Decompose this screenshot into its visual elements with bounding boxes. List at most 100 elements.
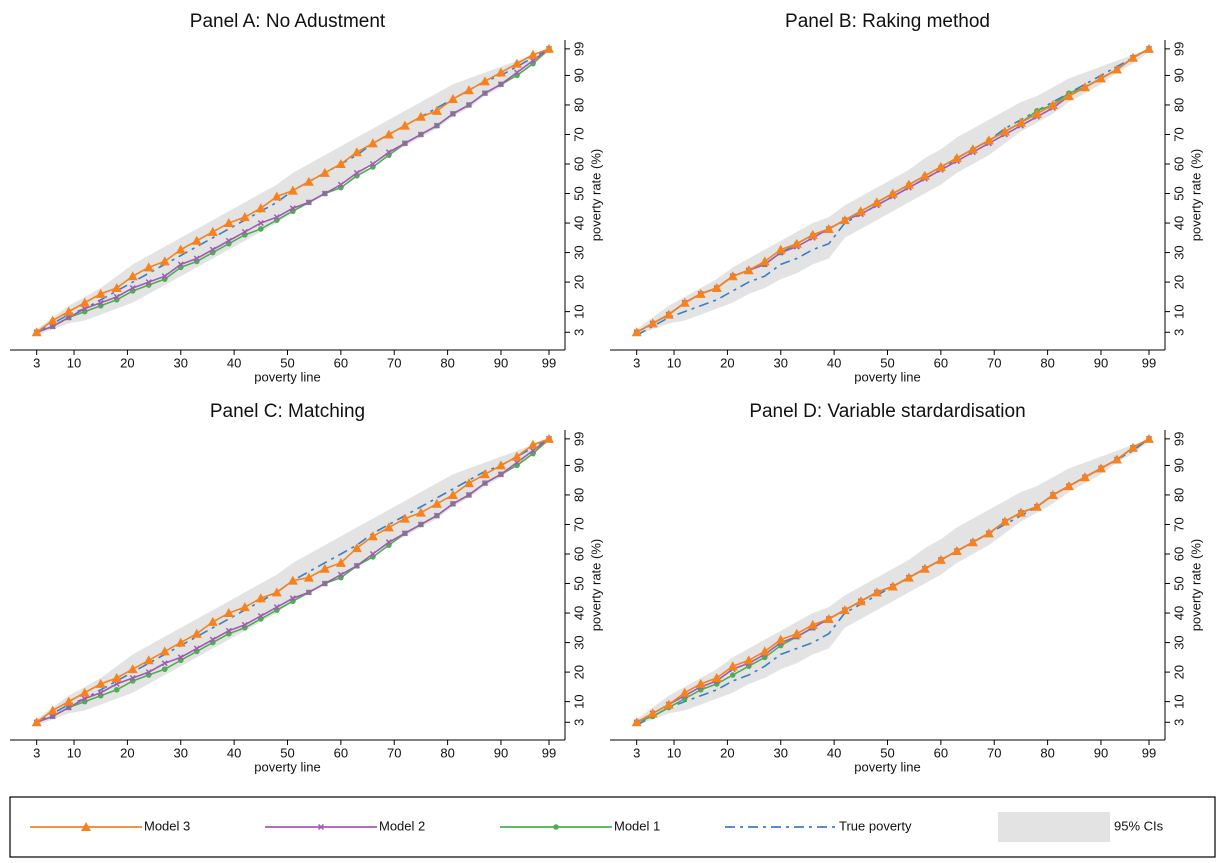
marker-triangle	[919, 563, 930, 573]
marker-triangle	[631, 327, 642, 337]
marker-triangle	[983, 135, 994, 145]
marker-triangle	[1031, 501, 1042, 511]
marker-cross	[321, 190, 328, 197]
marker-cross	[113, 680, 120, 687]
y-tick-label: 40	[571, 606, 586, 620]
marker-triangle	[951, 546, 962, 556]
x-tick-label: 80	[440, 355, 454, 370]
y-tick-label: 90	[1171, 68, 1186, 82]
y-tick-label: 30	[1171, 245, 1186, 259]
marker-cross	[289, 205, 296, 212]
marker-cross	[433, 512, 440, 519]
y-tick-label: 50	[1171, 186, 1186, 200]
y-tick-label: 10	[1171, 304, 1186, 318]
marker-triangle	[807, 229, 818, 239]
marker-triangle	[335, 557, 346, 567]
x-tick-label: 70	[987, 355, 1001, 370]
marker-triangle	[447, 489, 458, 499]
marker-triangle	[63, 696, 74, 706]
y-tick-label: 90	[571, 68, 586, 82]
y-tick-label: 80	[1171, 488, 1186, 502]
marker-triangle	[351, 543, 362, 553]
y-tick-label: 90	[571, 458, 586, 472]
marker-triangle	[463, 478, 474, 488]
marker-cross	[289, 595, 296, 602]
marker-triangle	[935, 161, 946, 171]
x-axis-label: poverty line	[854, 369, 920, 384]
marker-triangle	[159, 256, 170, 266]
marker-triangle	[207, 226, 218, 236]
y-tick-label: 40	[1171, 606, 1186, 620]
y-tick-label: 99	[1171, 432, 1186, 446]
marker-cross	[145, 279, 152, 286]
marker-triangle	[527, 439, 538, 449]
marker-triangle	[1143, 433, 1154, 443]
x-axis-label: poverty line	[254, 759, 320, 774]
marker-cross	[305, 199, 312, 206]
marker-cross	[65, 704, 72, 711]
marker-triangle	[999, 516, 1010, 526]
marker-triangle	[1063, 91, 1074, 101]
marker-triangle	[887, 581, 898, 591]
marker-triangle	[431, 498, 442, 508]
x-tick-label: 30	[774, 745, 788, 760]
marker-triangle	[711, 673, 722, 682]
x-axis-label: poverty line	[854, 759, 920, 774]
x-tick-label: 40	[827, 745, 841, 760]
marker-triangle	[111, 673, 122, 682]
marker-cross	[257, 220, 264, 227]
marker-triangle	[999, 126, 1010, 136]
marker-cross	[369, 160, 376, 168]
y-axis-label: poverty rate (%)	[1188, 539, 1203, 631]
marker-triangle	[1127, 442, 1138, 452]
marker-cross	[241, 621, 248, 628]
marker-triangle	[951, 153, 962, 163]
x-tick-label: 70	[387, 745, 401, 760]
marker-triangle	[175, 244, 186, 254]
marker-triangle	[447, 94, 458, 104]
x-tick-label: 80	[1040, 745, 1054, 760]
x-tick-label: 90	[494, 355, 508, 370]
x-tick-label: 20	[720, 355, 734, 370]
marker-triangle	[383, 522, 394, 532]
marker-triangle	[1143, 43, 1154, 53]
y-tick-label: 10	[571, 304, 586, 318]
marker-triangle	[463, 85, 474, 95]
marker-cross	[209, 246, 216, 253]
legend-label: 95% CIs	[1114, 818, 1164, 833]
marker-triangle	[271, 587, 282, 597]
marker-triangle	[239, 212, 250, 222]
marker-cross	[177, 261, 184, 268]
marker-cross	[337, 571, 344, 578]
marker-triangle	[95, 678, 106, 688]
panel-title: Panel C: Matching	[210, 401, 365, 422]
marker-triangle	[807, 619, 818, 629]
x-tick-label: 90	[1094, 355, 1108, 370]
marker-triangle	[759, 646, 770, 656]
marker-triangle	[775, 634, 786, 644]
x-tick-label: 3	[33, 355, 40, 370]
marker-cross	[49, 713, 56, 720]
x-tick-label: 99	[1142, 355, 1156, 370]
marker-triangle	[127, 664, 138, 674]
marker-triangle	[663, 309, 674, 319]
marker-cross	[385, 149, 392, 156]
y-tick-label: 70	[1171, 517, 1186, 531]
legend-label: Model 2	[379, 818, 425, 833]
x-tick-label: 30	[174, 355, 188, 370]
marker-cross	[177, 654, 184, 661]
marker-cross	[193, 645, 200, 652]
marker-triangle	[887, 188, 898, 198]
marker-triangle	[383, 129, 394, 139]
y-axis-label: poverty rate (%)	[588, 149, 603, 241]
series-line	[636, 48, 1150, 336]
marker-cross	[401, 140, 408, 147]
marker-cross	[401, 530, 408, 537]
marker-cross	[113, 293, 120, 300]
y-tick-label: 30	[571, 245, 586, 259]
marker-triangle	[855, 596, 866, 606]
x-tick-label: 80	[1040, 355, 1054, 370]
x-tick-label: 99	[542, 745, 556, 760]
marker-triangle	[223, 218, 234, 228]
y-tick-label: 50	[571, 576, 586, 590]
